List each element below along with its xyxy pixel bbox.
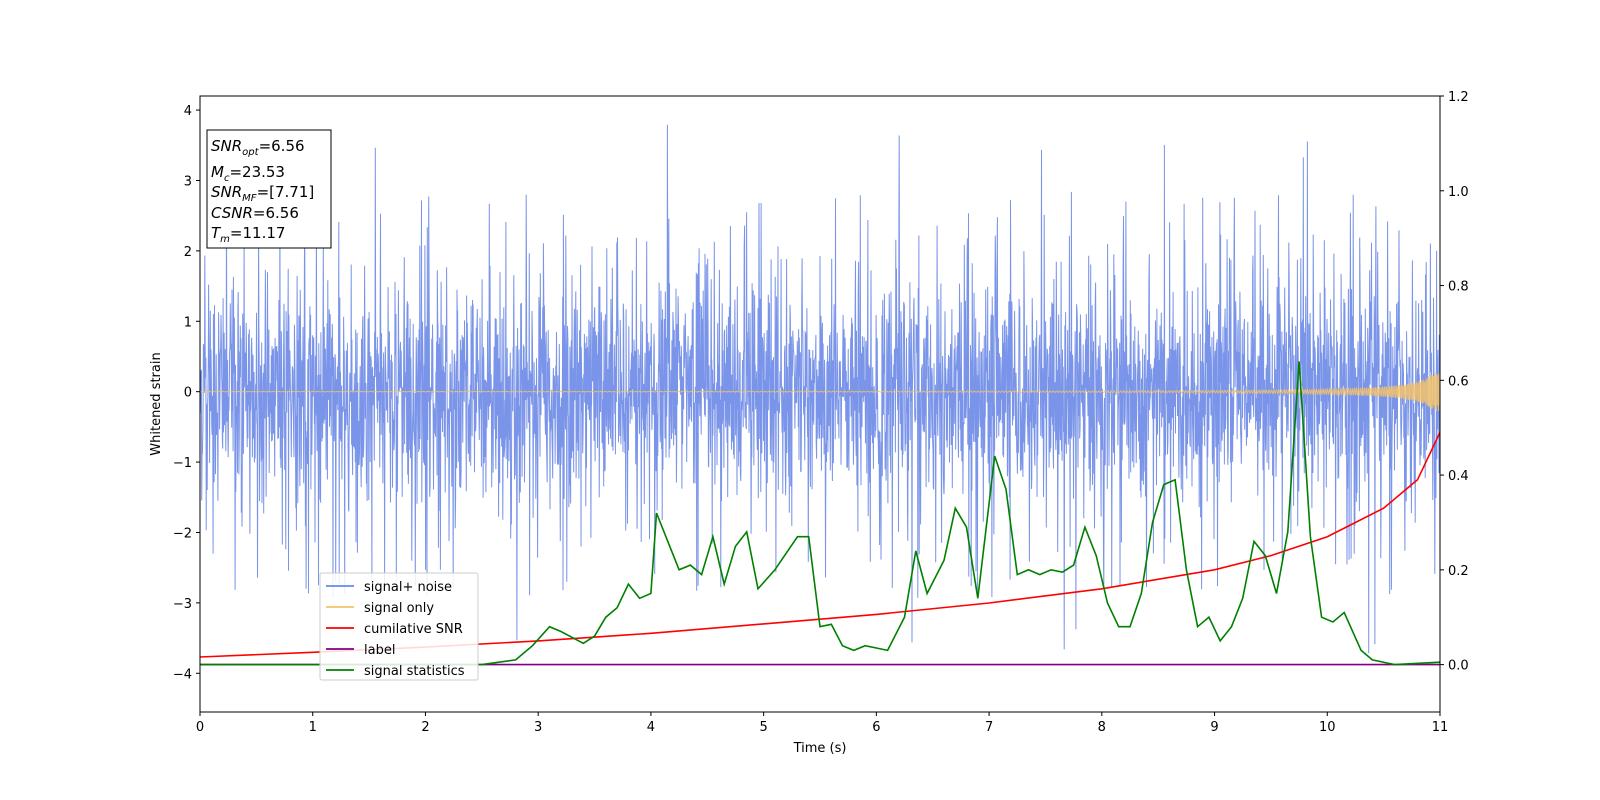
x-tick-label: 2 [421,720,429,735]
y-tick-label: −1 [173,456,192,471]
series-signal-only-line [200,372,1440,412]
y2-tick-label: 0.6 [1448,374,1469,389]
y-tick-label: 1 [184,315,192,330]
info-snr-opt: SNRopt=6.56 [211,137,305,158]
y-axis-right-ticks: 0.0 0.2 0.4 0.6 0.8 1.0 1.2 [1440,90,1469,674]
x-tick-label: 10 [1319,720,1336,735]
info-box-frame [206,129,332,249]
x-tick-label: 0 [196,720,204,735]
y2-tick-label: 0.0 [1448,659,1469,674]
y2-tick-label: 0.8 [1448,280,1469,295]
series-signal-statistics-line [200,361,1440,666]
x-tick-label: 1 [309,720,317,735]
y-tick-label: −4 [173,667,192,682]
y-tick-label: −2 [173,526,192,541]
y-tick-label: 0 [184,386,192,401]
x-tick-label: 4 [647,720,655,735]
info-snr-mf: SNRMF=[7.71] [211,183,314,204]
legend: signal+ noise signal only cumilative SNR la… [319,572,479,681]
y2-tick-label: 1.2 [1448,90,1469,105]
legend-label: cumilative SNR [364,622,463,637]
y2-tick-label: 0.2 [1448,564,1469,579]
x-tick-label: 8 [1098,720,1106,735]
info-merger-time: Tm=11.17 [211,224,285,245]
y2-tick-label: 0.4 [1448,469,1469,484]
y-tick-label: 3 [184,174,192,189]
x-tick-label: 9 [1210,720,1218,735]
y-tick-label: 4 [184,104,192,119]
x-tick-label: 6 [872,720,880,735]
x-tick-label: 3 [534,720,542,735]
legend-label: signal only [364,601,434,616]
info-chirp-mass: Mc=23.53 [211,163,285,184]
x-tick-label: 11 [1432,720,1449,735]
x-axis-label: Time (s) [793,741,847,756]
legend-label: label [364,643,395,658]
legend-frame [319,572,479,681]
y-tick-label: −3 [173,597,192,612]
legend-label: signal+ noise [364,580,452,595]
y-tick-label: 2 [184,245,192,260]
legend-label: signal statistics [364,664,465,679]
y-axis-label: Whitened strain [149,352,164,455]
series-signal-noise-line [200,124,1440,654]
x-tick-label: 5 [759,720,767,735]
info-csnr: CSNR=6.56 [211,204,299,222]
axes-frame [199,95,1441,713]
x-axis-ticks: 0 1 2 3 4 5 6 7 8 9 10 11 [196,712,1448,735]
y2-tick-label: 1.0 [1448,185,1469,200]
info-box: SNRopt=6.56 Mc=23.53 SNRMF=[7.71] CSNR=6… [206,129,332,249]
y-axis-left-ticks: −4 −3 −2 −1 0 1 2 3 4 [173,104,200,682]
x-tick-label: 7 [985,720,993,735]
